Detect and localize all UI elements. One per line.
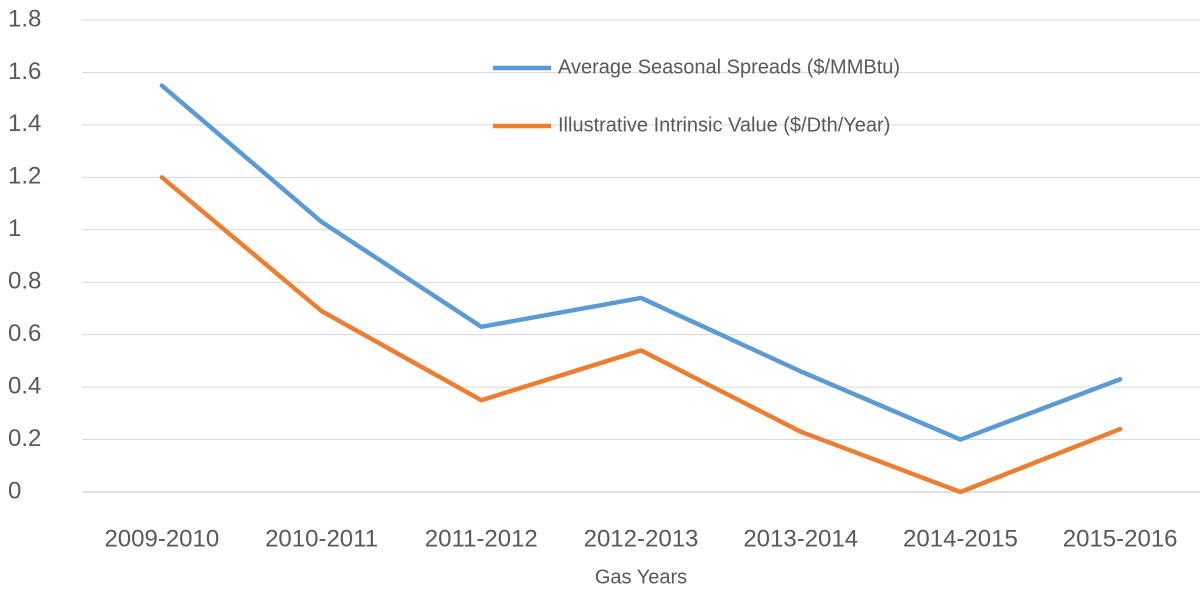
data-line xyxy=(159,83,1123,442)
x-tick-label: 2015-2016 xyxy=(1063,525,1178,552)
legend-label: Illustrative Intrinsic Value ($/Dth/Year… xyxy=(558,114,890,136)
x-tick-label: 2013-2014 xyxy=(743,525,858,552)
y-tick-label: 0 xyxy=(8,477,21,504)
y-tick-label: 1 xyxy=(8,215,21,242)
data-line xyxy=(159,175,1123,495)
x-axis-title: Gas Years xyxy=(595,566,687,588)
x-tick-label: 2014-2015 xyxy=(903,525,1018,552)
y-tick-label: 1.6 xyxy=(8,58,41,85)
x-tick-label: 2009-2010 xyxy=(104,525,219,552)
x-tick-label: 2012-2013 xyxy=(584,525,699,552)
y-tick-label: 0.4 xyxy=(8,372,41,399)
x-tick-label: 2010-2011 xyxy=(265,525,378,552)
y-tick-label: 1.4 xyxy=(8,110,41,137)
y-tick-label: 0.2 xyxy=(8,425,41,452)
legend-label: Average Seasonal Spreads ($/MMBtu) xyxy=(558,56,900,78)
y-tick-label: 1.8 xyxy=(8,5,41,32)
x-tick-label: 2011-2012 xyxy=(425,525,538,552)
y-tick-label: 0.8 xyxy=(8,268,41,295)
y-tick-label: 0.6 xyxy=(8,320,41,347)
y-tick-label: 1.2 xyxy=(8,163,41,190)
